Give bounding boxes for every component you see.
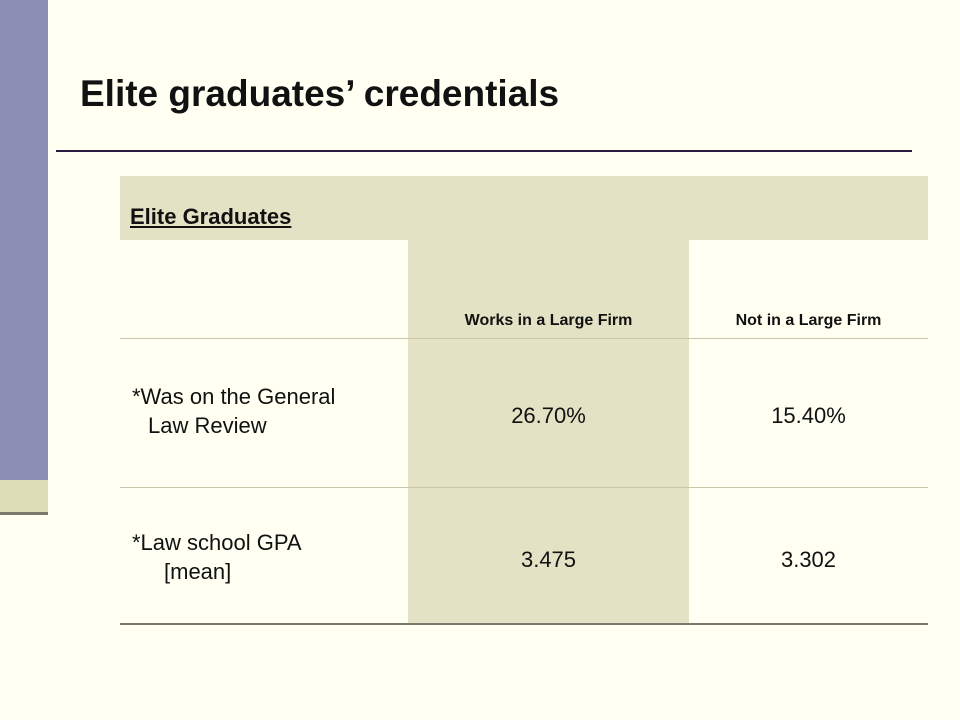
table-bottom-border xyxy=(120,623,928,625)
value-gpa-not-large-firm: 3.302 xyxy=(780,547,837,572)
left-accent-block xyxy=(0,480,48,512)
value-gpa-large-firm: 3.475 xyxy=(520,547,577,572)
column-header-large-firm: Works in a Large Firm xyxy=(464,312,633,329)
row-label-line1: *Was on the General xyxy=(132,384,336,409)
row-divider xyxy=(120,338,928,339)
table-header-title: Elite Graduates xyxy=(130,204,292,229)
left-accent-bar xyxy=(0,0,48,480)
row-label-line2: Law Review xyxy=(148,413,267,438)
left-accent-line xyxy=(0,512,48,515)
title-divider xyxy=(56,150,912,152)
column-highlight xyxy=(408,240,689,624)
value-law-review-not-large-firm: 15.40% xyxy=(771,403,846,428)
slide-title: Elite graduates’ credentials xyxy=(80,73,560,114)
row-label-law-review: *Was on the General Law Review xyxy=(132,382,335,440)
value-law-review-large-firm: 26.70% xyxy=(511,403,586,428)
row-label-line2: [mean] xyxy=(164,559,232,584)
row-label-line1: *Law school GPA xyxy=(132,530,302,555)
row-divider xyxy=(120,487,928,488)
column-header-not-large-firm: Not in a Large Firm xyxy=(735,312,882,329)
table-header-band xyxy=(120,176,928,240)
row-label-gpa: *Law school GPA [mean] xyxy=(132,528,302,586)
